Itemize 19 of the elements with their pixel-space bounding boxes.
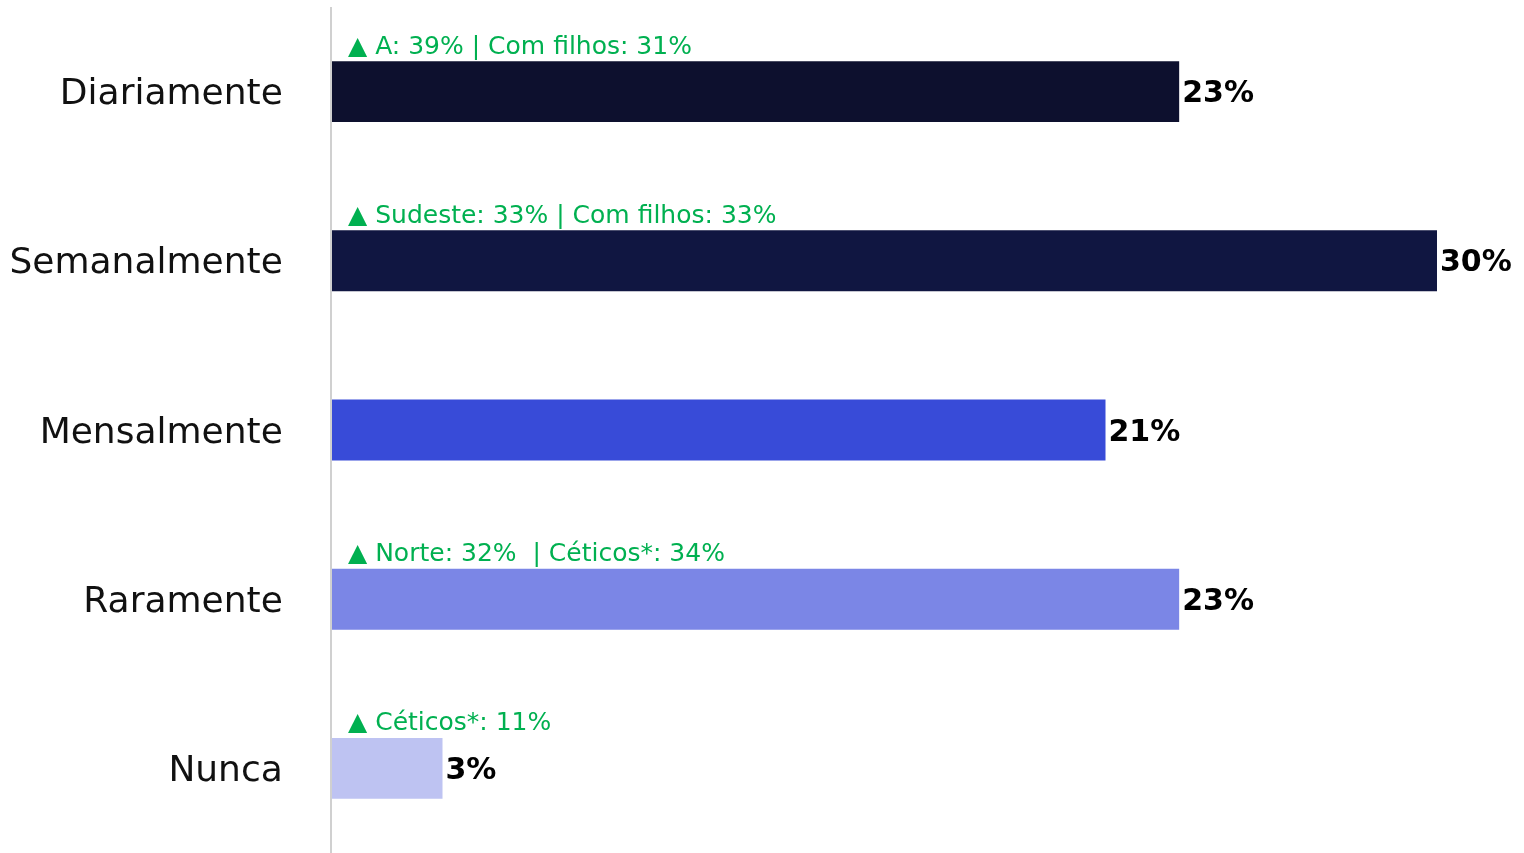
bar xyxy=(332,399,1106,461)
y-tick-label: Diariamente xyxy=(59,71,283,113)
bar xyxy=(332,737,443,799)
data-label: 3% xyxy=(445,750,497,786)
data-label: 30% xyxy=(1440,243,1512,279)
annotation: ▲ Norte: 32% | Céticos*: 34% xyxy=(348,538,725,567)
bar xyxy=(332,230,1437,292)
data-label: 23% xyxy=(1182,581,1254,617)
y-tick-label: Raramente xyxy=(83,578,283,620)
data-label: 23% xyxy=(1182,74,1254,110)
annotation: ▲ Sudeste: 33% | Com filhos: 33% xyxy=(348,200,777,229)
annotation: ▲ Céticos*: 11% xyxy=(348,707,552,736)
y-tick-label: Semanalmente xyxy=(9,240,283,282)
bar xyxy=(332,61,1180,123)
y-tick-label: Mensalmente xyxy=(39,409,283,451)
y-tick-label: Nunca xyxy=(168,748,283,789)
data-label: 21% xyxy=(1108,412,1181,448)
annotation: ▲ A: 39% | Com filhos: 31% xyxy=(348,31,692,60)
bar xyxy=(332,568,1180,630)
